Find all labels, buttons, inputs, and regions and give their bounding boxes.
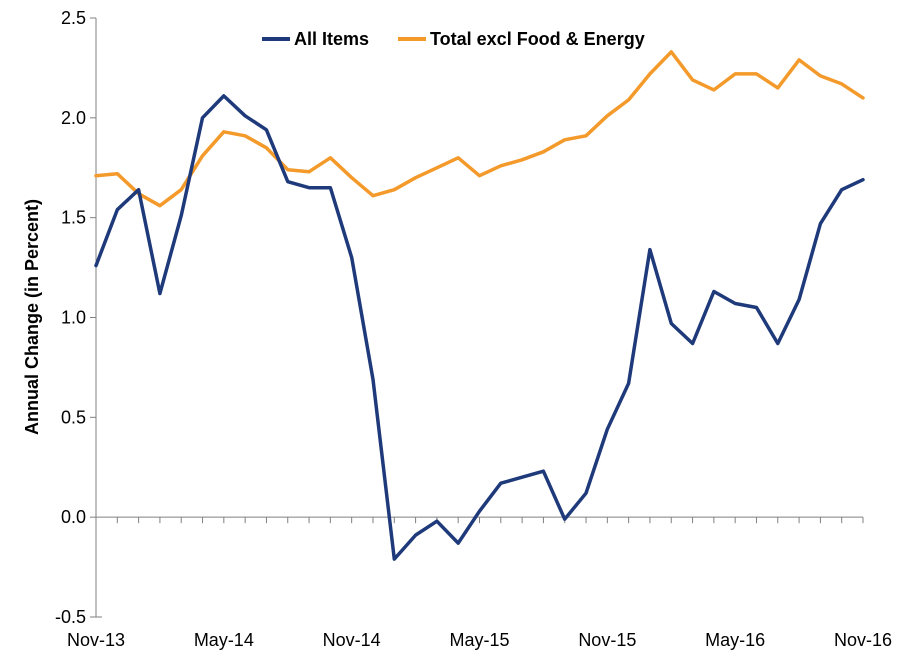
y-axis-title: Annual Change (in Percent)	[22, 199, 42, 435]
series-line-all-items	[94, 94, 865, 561]
y-tick-label: 0.5	[61, 407, 86, 427]
x-tick-label: Nov-14	[323, 630, 381, 650]
y-tick-label: 2.5	[61, 8, 86, 28]
y-tick-label: 1.0	[61, 308, 86, 328]
x-tick-label: May-14	[194, 630, 254, 650]
x-tick-label: Nov-13	[67, 630, 125, 650]
y-tick-label: -0.5	[55, 607, 86, 627]
legend-label-all-items: All Items	[294, 29, 369, 49]
y-tick-label: 0.0	[61, 507, 86, 527]
y-tick-label: 2.0	[61, 108, 86, 128]
x-tick-label: Nov-16	[834, 630, 892, 650]
legend: All Items Total excl Food & Energy	[262, 29, 645, 49]
series-line-core	[94, 50, 865, 208]
axes: -0.5 0.0 0.5 1.0 1.5 2.0 2.5 Nov-13 May-14 Nov-14…	[55, 8, 892, 650]
x-tick-label: May-15	[449, 630, 509, 650]
y-tick-label: 1.5	[61, 208, 86, 228]
x-tick-label: May-16	[705, 630, 765, 650]
legend-label-core: Total excl Food & Energy	[430, 29, 645, 49]
x-tick-label: Nov-15	[578, 630, 636, 650]
series-lines	[94, 50, 865, 561]
